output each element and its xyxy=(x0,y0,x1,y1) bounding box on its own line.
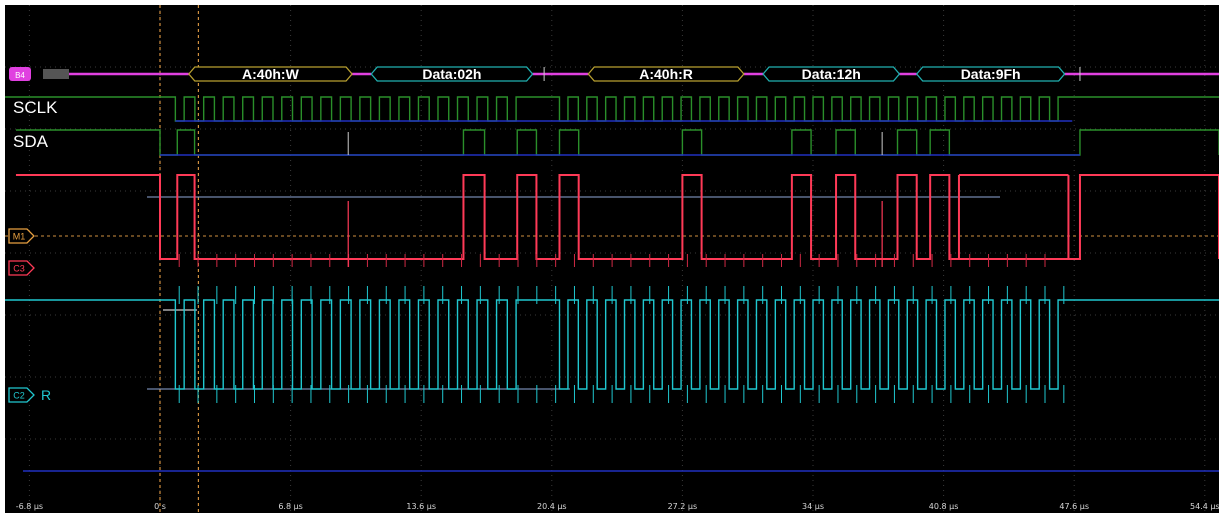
channel-marker-label: M1 xyxy=(13,232,26,242)
time-axis-label: 34 µs xyxy=(802,502,824,511)
time-axis-label: 13.6 µs xyxy=(406,502,436,511)
bus-packet xyxy=(915,66,1066,82)
channel-marker-m1 xyxy=(8,228,35,244)
oscilloscope-display: A:40h:W Data:02h A:40h:R Data:12h Data:9Fh B4… xyxy=(5,5,1219,513)
time-axis-label: 47.6 µs xyxy=(1059,502,1089,511)
bus-badge xyxy=(9,67,31,81)
bus-packet-label: Data:12h xyxy=(802,66,861,82)
channel-marker-label: C2 xyxy=(13,391,25,401)
bus-packet-label: Data:02h xyxy=(422,66,481,82)
c2-waveform xyxy=(5,299,1219,390)
time-axis-label: 0 s xyxy=(154,502,166,511)
bus-packet-label: Data:9Fh xyxy=(961,66,1021,82)
bus-badge-label: B4 xyxy=(15,71,25,80)
bus-badge-indicator xyxy=(43,69,69,79)
waveform-plot: A:40h:W Data:02h A:40h:R Data:12h Data:9Fh B4… xyxy=(5,5,1219,513)
c3-waveform xyxy=(15,174,1219,260)
time-axis-label: 54.4 µs xyxy=(1190,502,1219,511)
bus-packet xyxy=(187,66,353,82)
sda-waveform xyxy=(15,129,1219,156)
scl-waveform xyxy=(5,96,1219,122)
bus-packet-label: A:40h:W xyxy=(242,66,300,82)
bus-packet xyxy=(370,66,534,82)
bus-packet xyxy=(587,66,745,82)
channel-marker-c3 xyxy=(8,260,35,276)
bus-packet-label: A:40h:R xyxy=(639,66,693,82)
time-axis-label: 6.8 µs xyxy=(278,502,303,511)
time-axis-label: 27.2 µs xyxy=(668,502,698,511)
bus-packet xyxy=(762,66,901,82)
time-axis-label: 40.8 µs xyxy=(929,502,959,511)
sda-lane-label: SDA xyxy=(13,132,48,151)
time-axis-label: 20.4 µs xyxy=(537,502,567,511)
channel-marker-label: C3 xyxy=(13,264,25,274)
time-axis-label: -6.8 µs xyxy=(16,502,43,511)
scl-lane-label: SCLK xyxy=(13,98,58,117)
channel-marker-c2 xyxy=(8,387,35,403)
channel-suffix-label: R xyxy=(41,387,51,403)
